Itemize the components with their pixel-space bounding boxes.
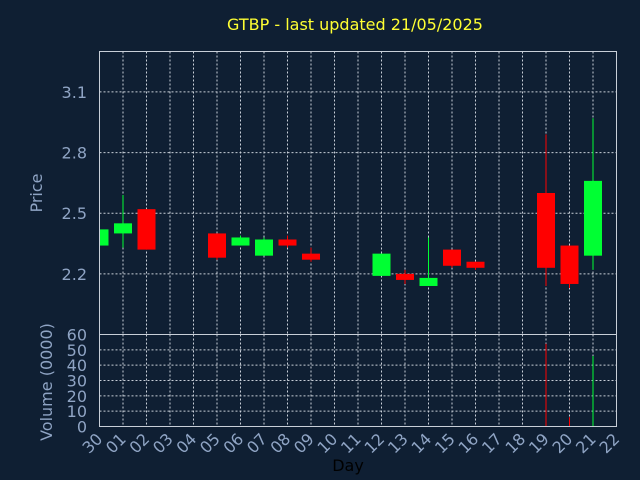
candle-body: [419, 277, 438, 286]
candle: [137, 209, 156, 250]
candle-body: [302, 253, 320, 260]
volume-tick-label: 50: [67, 341, 87, 360]
candle-body: [137, 209, 156, 250]
x-axis-label: Day: [332, 456, 364, 475]
candle: [560, 245, 579, 289]
volume-bars: [545, 343, 594, 427]
x-axis-ticks: 3001020304050607080910111213141516171819…: [78, 429, 623, 457]
volume-tick-label: 20: [67, 387, 87, 406]
volume-tick-label: 40: [67, 356, 87, 375]
candle-body: [114, 223, 132, 234]
candle-body: [466, 261, 485, 268]
candle-body: [443, 249, 461, 266]
candle: [584, 118, 602, 270]
candle-body: [208, 233, 226, 258]
candles: [99, 118, 602, 289]
price-y-ticks: 2.2 2.5 2.8 3.1: [62, 83, 87, 284]
candle: [231, 235, 250, 246]
candle: [208, 233, 226, 260]
candle-body: [560, 245, 579, 284]
candle-body: [255, 239, 273, 256]
price-tick-label: 2.8: [62, 144, 87, 163]
volume-tick-label: 30: [67, 372, 87, 391]
candle-body: [278, 239, 297, 246]
candle: [278, 235, 297, 248]
volume-tick-label: 0: [77, 418, 87, 437]
volume-tick-label: 60: [67, 326, 87, 345]
candle: [99, 229, 109, 246]
candle: [302, 247, 320, 262]
chart-title: GTBP - last updated 21/05/2025: [227, 15, 483, 34]
candle: [396, 269, 414, 284]
candle-body: [372, 253, 391, 276]
candle-body: [396, 273, 414, 280]
candle: [114, 195, 132, 248]
candle: [372, 253, 391, 276]
candle: [466, 261, 485, 270]
volume-panel-frame: [99, 334, 617, 427]
candle: [443, 249, 461, 268]
price-tick-label: 3.1: [62, 83, 87, 102]
price-tick-label: 2.2: [62, 265, 87, 284]
candle-body: [99, 229, 109, 246]
volume-grid: [99, 334, 617, 427]
volume-tick-label: 10: [67, 402, 87, 421]
price-tick-label: 2.5: [62, 204, 87, 223]
candle: [255, 237, 273, 256]
price-axis-label: Price: [27, 173, 46, 212]
candle-body: [584, 180, 602, 256]
candle-body: [537, 193, 555, 268]
volume-axis-label: Volume (0000): [37, 323, 56, 441]
candle: [419, 237, 438, 286]
candle: [537, 134, 555, 286]
candle-body: [231, 237, 250, 246]
